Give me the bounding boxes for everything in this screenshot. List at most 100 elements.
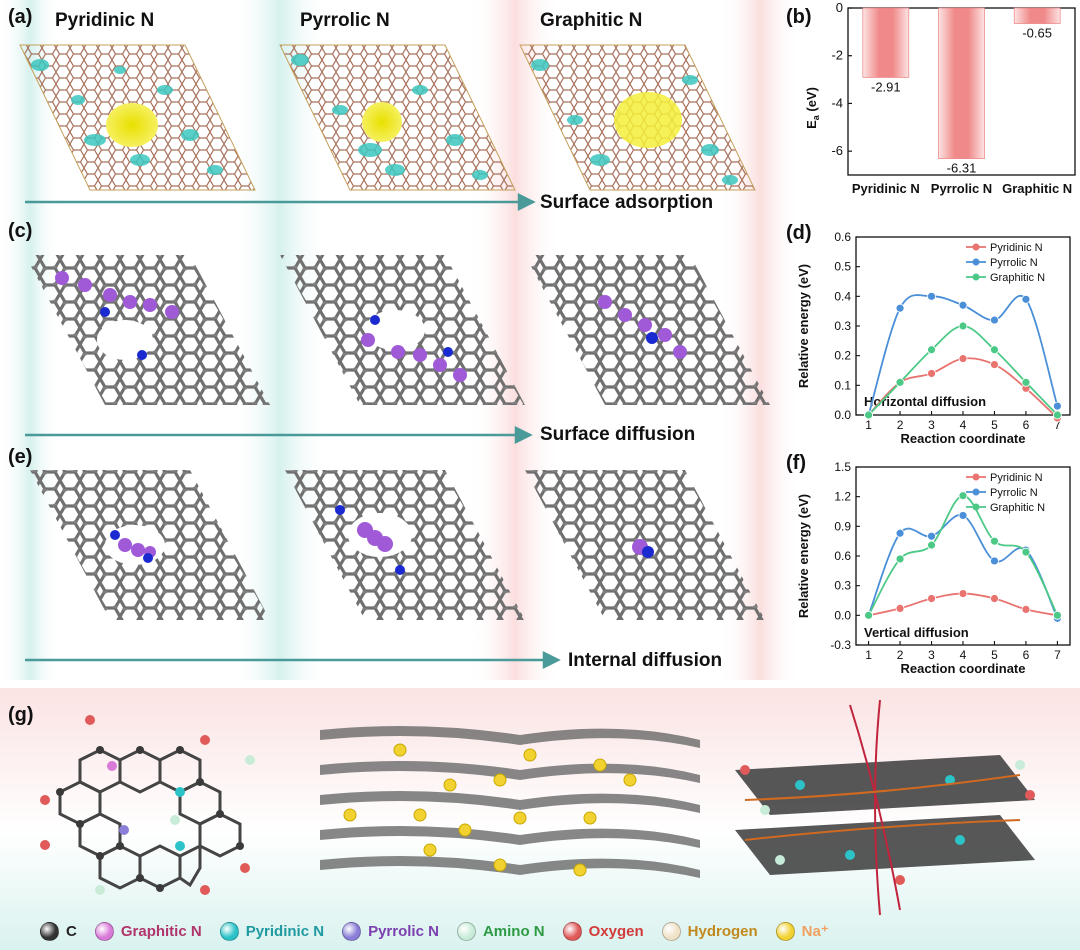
chart-d-point-1-2 [927,291,936,301]
chart-d-legend-label-1: Pyrrolic N [990,257,1038,269]
chart-f-ytick-label-0: -0.3 [830,638,851,652]
chart-f-point-2-4 [990,536,999,546]
panel-label-d: (d) [786,222,812,244]
chart-f-point-2-2 [927,540,936,550]
chart-f-xtick-label-3: 4 [960,648,967,662]
arrow-head-surface-diffusion [514,425,533,445]
chart-d-point-1-6 [1053,401,1062,411]
chart-f-point-0-1 [895,604,905,613]
panel-label-g: (g) [8,704,34,726]
chart-f-point-1-4 [990,556,999,566]
layered-doped-graphene [735,755,1035,885]
diffusion-structure-graphitic-e [525,470,765,620]
chart-b: Ea (eV) 0 -2 -4 -6 -2.91 Pyridinic N -6.31 Pyrr… [804,0,1076,196]
chart-f-point-2-3 [958,491,968,501]
legend-label-5: Oxygen [588,922,644,940]
chart-f-ytick-label-5: 1.2 [834,490,851,504]
chart-d-point-1-5 [1021,294,1031,304]
chart-f-point-2-0 [864,610,873,620]
column-title-pyridinic: Pyridinic N [55,10,155,31]
chart-f-point-0-5 [1021,604,1031,614]
chart-f-point-2-6 [1053,610,1062,620]
chart-f-point-1-3 [958,511,968,520]
chart-f-legend-label-2: Graphitic N [990,502,1045,514]
diffusion-structure-pyrrolic-c [280,255,525,405]
legend-item-2: Pyridinic N [219,921,325,941]
legend-item-5: Oxygen [562,921,644,941]
arrow-label-internal-diffusion: Internal diffusion [568,650,723,671]
chart-d-point-1-3 [958,300,968,310]
chart-d-ytick-label-6: 0.6 [834,230,851,244]
chart-b-category-label-2: Graphitic N [1002,181,1072,196]
chart-f-point-2-5 [1021,547,1031,557]
panel-label-f: (f) [786,452,806,474]
chart-b-value-label-2: -0.65 [1022,26,1052,41]
chart-d-ytick-label-5: 0.5 [834,260,851,274]
chart-d-ylabel: Relative energy (eV) [796,264,811,388]
legend-item-7: Na⁺ [775,921,829,941]
structure-figures [19,44,770,670]
chart-d-point-0-4 [990,360,999,369]
chart-d-point-2-4 [990,345,999,355]
chart-d-point-2-0 [864,410,873,420]
column-title-graphitic: Graphitic N [540,10,643,31]
chart-f-xlabel: Reaction coordinate [901,661,1026,676]
legend-swatch-3 [342,921,362,941]
legend-item-0: C [40,921,77,941]
legend-swatch-1 [94,921,114,941]
chart-b-ytick-label-1: -2 [831,48,843,63]
molecule-atoms [40,715,255,895]
chart-d-xtick-label-3: 4 [960,418,967,432]
legend-label-4: Amino N [482,922,545,940]
legend-item-3: Pyrrolic N [342,921,439,941]
panel-label-a: (a) [8,6,33,28]
chart-f-ytick-label-3: 0.6 [834,549,851,563]
chart-f-ytick-label-2: 0.3 [834,579,851,593]
legend-swatch-5 [562,921,582,941]
chart-d-point-0-3 [958,354,968,364]
chart-b-ytick-label-2: -4 [831,95,843,110]
chart-d-xtick-label-4: 5 [991,418,998,432]
chart-d-ytick-label-3: 0.3 [834,319,851,333]
chart-f-xtick-label-4: 5 [991,648,998,662]
chart-f-annotation: Vertical diffusion [864,625,969,640]
chart-b-value-label-1: -6.31 [947,161,977,176]
legend-swatch-4 [456,921,476,941]
chart-d-point-1-1 [895,303,905,313]
chart-f-xtick-label-1: 2 [897,648,904,662]
chart-f-xtick-label-2: 3 [928,648,935,662]
chart-f-xtick-label-0: 1 [865,648,872,662]
legend-label-7: Na⁺ [801,923,829,940]
diffusion-structure-graphitic-c [525,255,770,405]
chart-f-legend-marker-1 [972,488,980,496]
chart-d: Horizontal diffusion 0.0 0.1 0.2 0.3 0.4 0.5 0… [796,230,1071,446]
chart-f-ytick-label-4: 0.9 [834,519,851,533]
chart-d-point-0-2 [927,369,936,378]
chart-f-ylabel: Relative energy (eV) [796,494,811,618]
panel-g-illustration [40,700,1035,916]
chart-d-point-2-5 [1021,377,1031,387]
chart-d-point-2-6 [1053,410,1062,420]
chart-b-category-label-1: Pyrrolic N [931,181,992,196]
diffusion-structure-pyridinic-e [30,470,270,620]
chart-f-point-0-3 [958,589,968,598]
chart-d-xtick-label-2: 3 [928,418,935,432]
arrow-head-internal-diffusion [542,650,561,670]
legend-label-3: Pyrrolic N [368,922,439,940]
chart-d-ytick-label-0: 0.0 [834,408,851,422]
chart-f-ytick-label-6: 1.5 [834,460,851,474]
chart-b-ytick-label-3: -6 [831,143,843,158]
legend-item-4: Amino N [456,921,545,941]
chart-f-xtick-label-6: 7 [1054,648,1061,662]
chart-d-point-2-1 [895,377,905,387]
chart-b-ytick-label-0: 0 [836,0,843,15]
chart-d-xtick-label-5: 6 [1023,418,1030,432]
legend-label-6: Hydrogen [687,922,758,940]
sodium-ions [343,743,637,877]
chart-d-legend-label-2: Graphitic N [990,272,1045,284]
chart-b-bar-2 [1013,7,1061,24]
legend-label-2: Pyridinic N [245,922,325,940]
chart-f: Vertical diffusion -0.3 0.0 0.3 0.6 0.9 1.2 1.… [796,460,1071,676]
legend-swatch-2 [219,921,239,941]
nitrogen-doped-carbon-molecule [58,748,242,890]
